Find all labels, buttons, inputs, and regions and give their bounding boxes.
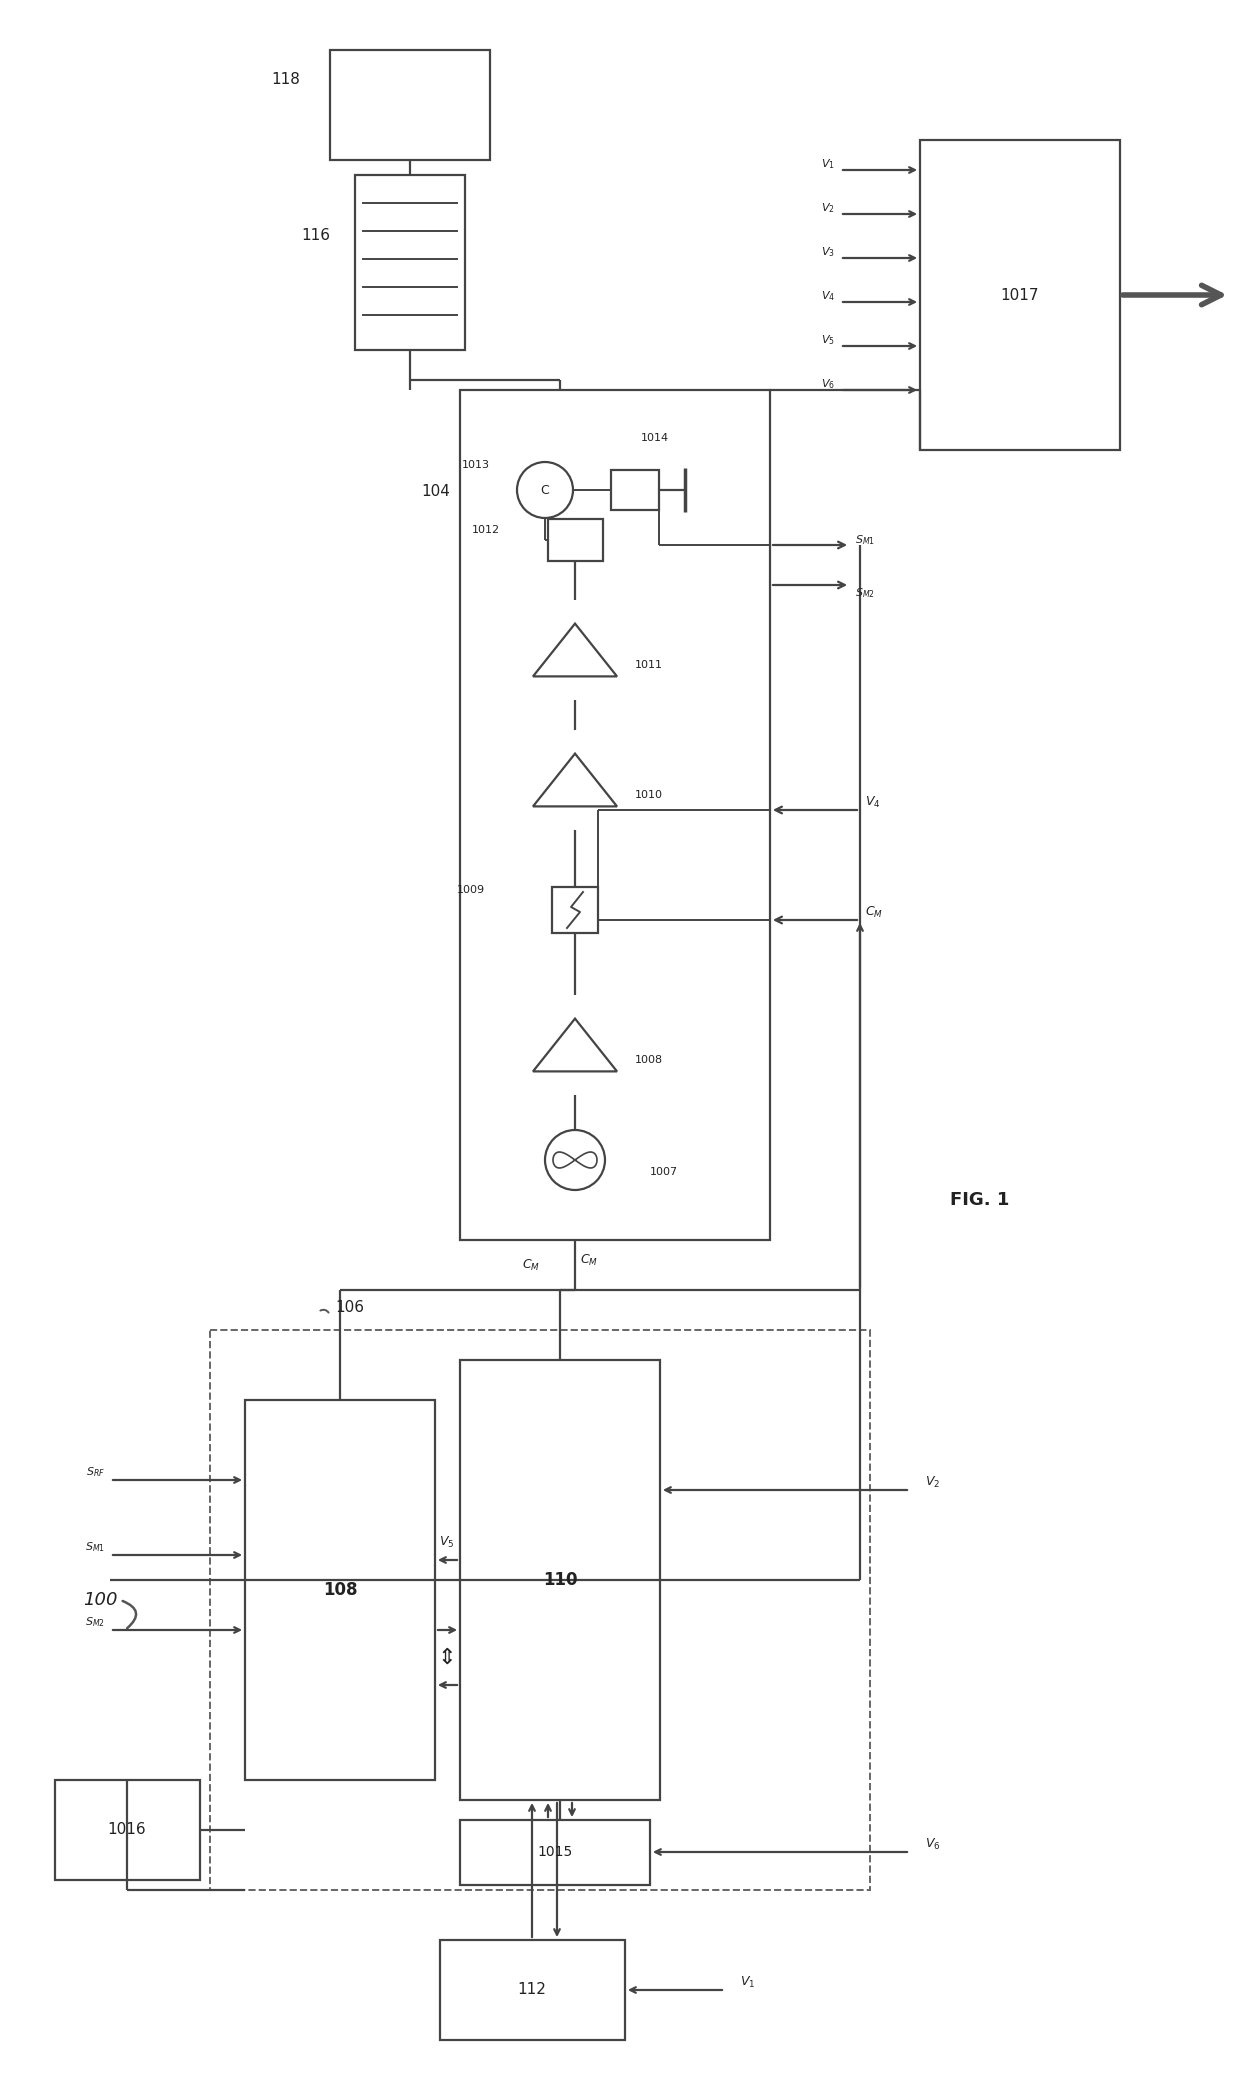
Text: $V_1$: $V_1$ <box>821 158 835 170</box>
Text: 104: 104 <box>422 483 450 500</box>
Polygon shape <box>533 1019 618 1071</box>
Bar <box>355 174 465 351</box>
Text: $S_{M1}$: $S_{M1}$ <box>86 1540 105 1554</box>
Bar <box>246 1401 435 1780</box>
Text: 1011: 1011 <box>635 660 663 670</box>
Bar <box>548 519 603 560</box>
Bar <box>210 1330 870 1890</box>
Text: $S_{RF}$: $S_{RF}$ <box>86 1465 105 1479</box>
Text: $V_2$: $V_2$ <box>821 201 835 216</box>
Text: 1012: 1012 <box>472 525 500 535</box>
Text: 1014: 1014 <box>641 434 670 442</box>
Bar <box>460 1359 660 1799</box>
Polygon shape <box>533 753 618 807</box>
Bar <box>330 50 490 160</box>
Text: $V_4$: $V_4$ <box>821 288 835 303</box>
Text: $V_6$: $V_6$ <box>821 378 835 390</box>
Circle shape <box>546 1131 605 1189</box>
Text: 1010: 1010 <box>635 791 663 801</box>
Text: $V_3$: $V_3$ <box>821 245 835 259</box>
Text: 106: 106 <box>336 1301 365 1316</box>
Text: $V_6$: $V_6$ <box>925 1836 941 1851</box>
Polygon shape <box>533 625 618 676</box>
Text: ⇕: ⇕ <box>438 1648 456 1668</box>
Text: $C_M$: $C_M$ <box>866 905 883 919</box>
Text: 1015: 1015 <box>537 1845 573 1859</box>
Text: FIG. 1: FIG. 1 <box>950 1191 1009 1210</box>
Text: 100: 100 <box>83 1592 118 1608</box>
Text: $S_{M2}$: $S_{M2}$ <box>86 1614 105 1629</box>
Text: 1016: 1016 <box>108 1822 146 1838</box>
Text: 118: 118 <box>272 73 300 87</box>
Text: $V_5$: $V_5$ <box>821 334 835 347</box>
Text: C: C <box>541 483 549 496</box>
Text: 1009: 1009 <box>456 886 485 894</box>
Text: $C_M$: $C_M$ <box>580 1253 598 1268</box>
Text: 116: 116 <box>301 228 330 243</box>
Bar <box>460 390 770 1241</box>
Text: 112: 112 <box>517 1982 547 1998</box>
Text: 1013: 1013 <box>463 461 490 471</box>
Text: $V_4$: $V_4$ <box>866 795 880 809</box>
Bar <box>460 1820 650 1884</box>
Bar <box>552 886 598 934</box>
Bar <box>611 471 658 510</box>
Text: 1017: 1017 <box>1001 288 1039 303</box>
Text: $C_M$: $C_M$ <box>522 1257 539 1272</box>
Text: 110: 110 <box>543 1571 578 1589</box>
Text: 1008: 1008 <box>635 1054 663 1064</box>
Text: $V_1$: $V_1$ <box>740 1975 755 1990</box>
Text: $S_{M2}$: $S_{M2}$ <box>856 585 875 600</box>
Bar <box>440 1940 625 2040</box>
Text: $S_{M1}$: $S_{M1}$ <box>856 533 875 548</box>
Text: $V_2$: $V_2$ <box>925 1475 940 1490</box>
Text: $V_5$: $V_5$ <box>439 1533 455 1550</box>
Bar <box>55 1780 200 1880</box>
Bar <box>920 139 1120 450</box>
Circle shape <box>517 463 573 519</box>
Text: 108: 108 <box>322 1581 357 1600</box>
Text: 1007: 1007 <box>650 1166 678 1177</box>
